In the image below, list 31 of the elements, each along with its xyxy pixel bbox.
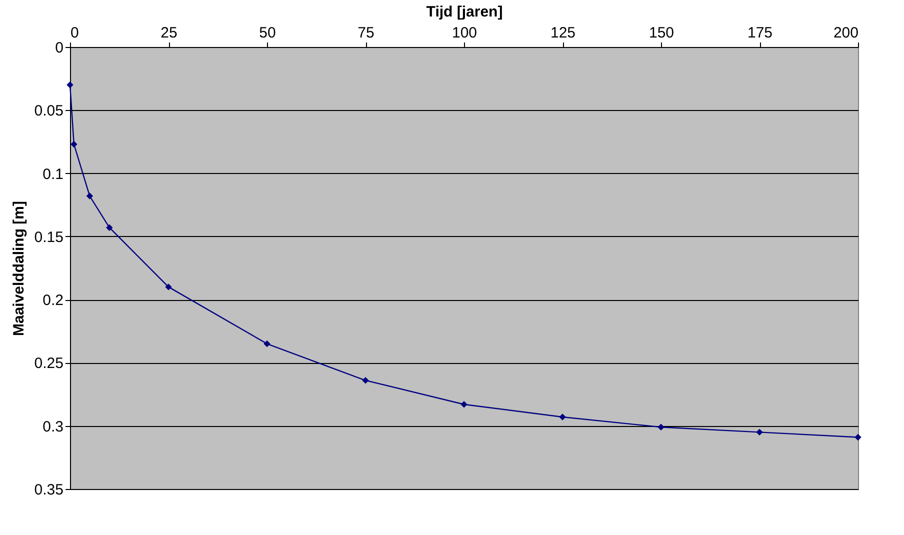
- x-tick-label: 200: [833, 24, 858, 42]
- x-tick-label: 125: [550, 24, 576, 42]
- y-tick-label: 0.25: [34, 355, 64, 372]
- y-tick-label: 0.05: [34, 102, 64, 120]
- x-tick-label: 50: [259, 24, 276, 42]
- point: [362, 377, 369, 384]
- point: [106, 224, 113, 231]
- x-tick-label: 25: [160, 24, 178, 42]
- point: [460, 401, 468, 408]
- point: [264, 340, 270, 348]
- y-tick-label: 0.3: [42, 418, 64, 436]
- x-axis-title: Tijd [jaren]: [426, 4, 503, 20]
- x-tick-label: 75: [358, 24, 374, 42]
- x-tick-label: 100: [452, 24, 478, 42]
- y-tick-label: 0.15: [34, 228, 64, 246]
- x-tick-label: 150: [648, 24, 674, 42]
- point: [756, 428, 763, 436]
- point: [70, 140, 78, 148]
- y-tick-label: 0: [55, 40, 64, 56]
- x-tick-label: 0: [70, 24, 79, 42]
- y-tick-label: 0.2: [42, 292, 64, 310]
- point: [66, 82, 74, 88]
- point: [86, 192, 94, 200]
- point: [854, 434, 862, 441]
- point: [559, 414, 566, 420]
- point: [658, 424, 664, 430]
- x-tick-label: 175: [747, 24, 773, 42]
- y-tick-label: 0.35: [34, 482, 64, 498]
- point: [165, 284, 172, 290]
- y-tick-label: 0.1: [42, 166, 64, 183]
- y-axis-title: Maaivelddaling [m]: [10, 200, 28, 336]
